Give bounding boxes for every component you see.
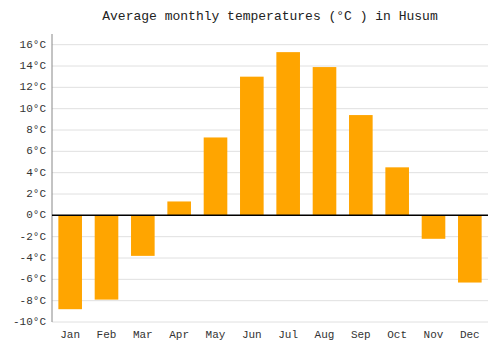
- x-axis: Jan Feb Mar Apr May Jun Jul Aug Sep Oct Nov Dec: [60, 329, 479, 341]
- y-tick-label: -6°C: [20, 273, 47, 285]
- y-tick-label: 16°C: [20, 39, 47, 51]
- x-tick-label: Jul: [278, 329, 298, 341]
- x-tick-label: Apr: [169, 329, 189, 341]
- grid-line: [52, 66, 488, 67]
- zero-line: [52, 215, 488, 217]
- y-tick-label: 0°C: [26, 209, 46, 221]
- y-tick-label: 10°C: [20, 103, 47, 115]
- grid-line: [52, 108, 488, 109]
- grid-line: [52, 87, 488, 88]
- chart: -10°C -8°C -6°C -4°C -2°C 0°C 2°C 4°C 6°C 8°C 10°C…: [0, 0, 500, 350]
- bar: [422, 215, 446, 238]
- y-tick-label: -2°C: [20, 231, 47, 243]
- y-tick-label: 2°C: [26, 188, 46, 200]
- bars: [58, 52, 481, 309]
- x-tick-label: Jun: [242, 329, 262, 341]
- y-axis: -10°C -8°C -6°C -4°C -2°C 0°C 2°C 4°C 6°C 8°C 10°C…: [13, 34, 52, 328]
- y-tick-label: 6°C: [26, 145, 46, 157]
- bar: [349, 115, 373, 215]
- grid: [52, 45, 488, 322]
- x-tick-label: Jan: [60, 329, 80, 341]
- grid-line: [52, 172, 488, 173]
- grid-line: [52, 44, 488, 45]
- grid-line: [52, 322, 488, 323]
- y-tick-label: 8°C: [26, 124, 46, 136]
- y-axis-line: [52, 34, 53, 322]
- y-tick-label: -10°C: [13, 316, 46, 328]
- x-tick-label: Aug: [315, 329, 335, 341]
- x-tick-label: Feb: [97, 329, 117, 341]
- title: Average monthly temperatures (°C ) in Hu…: [102, 9, 438, 24]
- bar: [58, 215, 82, 309]
- grid-line: [52, 215, 488, 216]
- bar: [385, 167, 409, 215]
- bar: [276, 52, 300, 215]
- bar: [131, 215, 155, 256]
- bar: [167, 201, 191, 215]
- grid-line: [52, 300, 488, 301]
- chart-container: -10°C -8°C -6°C -4°C -2°C 0°C 2°C 4°C 6°C 8°C 10°C…: [0, 0, 500, 350]
- y-tick-label: -8°C: [20, 295, 47, 307]
- bar: [95, 215, 119, 299]
- bar: [313, 67, 337, 215]
- x-tick-label: Mar: [133, 329, 153, 341]
- bar: [458, 215, 482, 282]
- bar: [204, 137, 228, 215]
- y-tick-label: -4°C: [20, 252, 47, 264]
- x-tick-label: Dec: [460, 329, 480, 341]
- y-tick-label: 12°C: [20, 81, 47, 93]
- grid-line: [52, 151, 488, 152]
- grid-line: [52, 130, 488, 131]
- x-tick-label: May: [206, 329, 226, 341]
- x-tick-label: Oct: [387, 329, 407, 341]
- y-tick-label: 14°C: [20, 60, 47, 72]
- grid-line: [52, 194, 488, 195]
- y-tick-label: 4°C: [26, 167, 46, 179]
- x-tick-label: Nov: [424, 329, 444, 341]
- bar: [240, 77, 264, 216]
- x-tick-label: Sep: [351, 329, 371, 341]
